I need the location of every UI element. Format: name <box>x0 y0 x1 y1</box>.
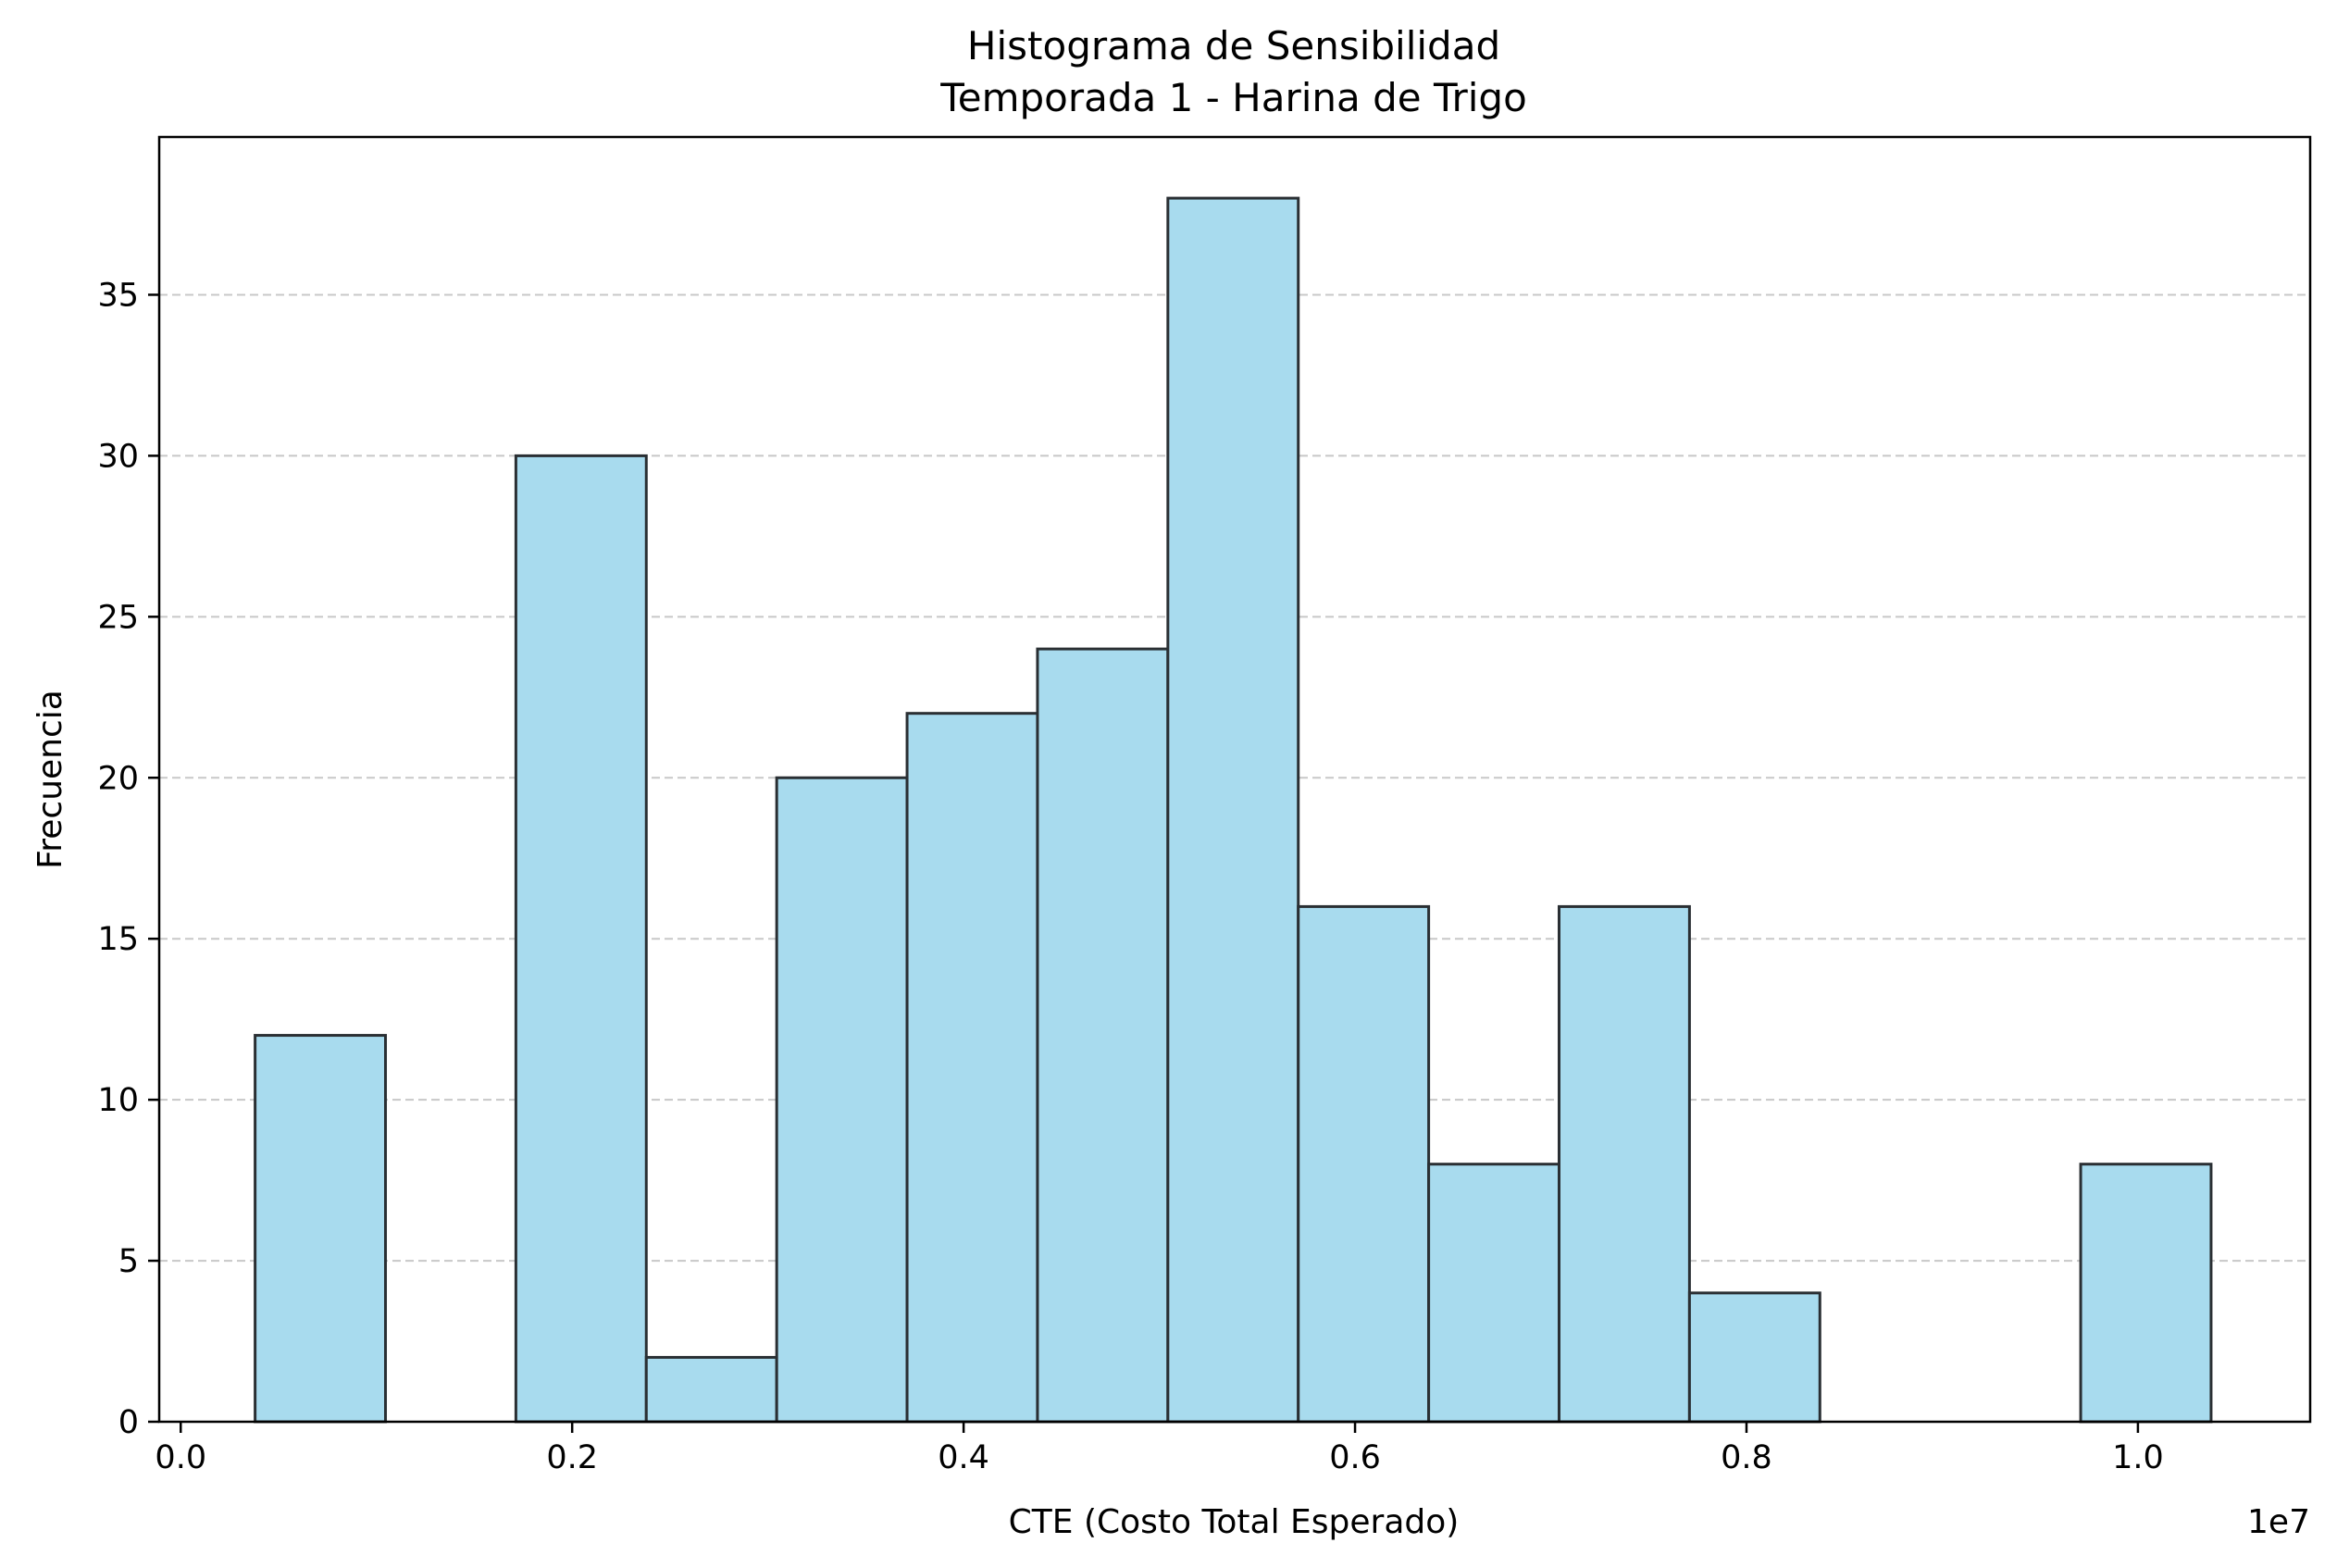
histogram-bar <box>905 712 1039 1424</box>
y-tick-label: 25 <box>97 599 139 636</box>
x-tick-label: 0.4 <box>938 1439 989 1476</box>
plot-frame <box>157 135 2312 1424</box>
x-tick-label: 1.0 <box>2112 1439 2164 1476</box>
histogram-bar <box>1036 647 1170 1424</box>
x-tick-label: 0.8 <box>1721 1439 1772 1476</box>
x-axis-label: CTE (Costo Total Esperado) <box>1009 1503 1460 1541</box>
histogram-bars <box>254 196 2213 1424</box>
histogram-bar <box>1297 904 1431 1424</box>
x-axis-offset-label: 1e7 <box>2247 1503 2310 1541</box>
y-tick-label: 5 <box>118 1243 139 1280</box>
x-tick-label: 0.0 <box>155 1439 206 1476</box>
histogram-bar <box>2079 1163 2213 1424</box>
y-tick-label: 10 <box>97 1082 139 1119</box>
x-axis-ticks: 0.0 0.2 0.4 0.6 0.8 1.0 <box>155 1422 2164 1476</box>
histogram-bar <box>1558 904 1691 1424</box>
y-axis-label: Frecuencia <box>31 690 69 869</box>
y-tick-label: 15 <box>97 921 139 958</box>
y-tick-label: 0 <box>118 1404 139 1441</box>
histogram-bar <box>1687 1291 1821 1424</box>
x-tick-label: 0.2 <box>546 1439 598 1476</box>
y-tick-label: 35 <box>97 277 139 314</box>
chart-title-line2: Temporada 1 - Harina de Trigo <box>939 75 1527 120</box>
y-tick-label: 20 <box>97 760 139 797</box>
histogram-bar <box>1166 196 1300 1424</box>
histogram-bar <box>254 1034 388 1424</box>
y-tick-label: 30 <box>97 438 139 475</box>
histogram-bar <box>514 454 648 1424</box>
histogram-bar <box>644 1355 778 1424</box>
x-tick-label: 0.6 <box>1329 1439 1381 1476</box>
chart-title-line1: Histograma de Sensibilidad <box>967 23 1500 68</box>
y-axis-ticks: 0 5 10 15 20 25 30 35 <box>97 277 159 1441</box>
histogram-bar <box>1427 1163 1561 1424</box>
histogram-bar <box>775 776 909 1424</box>
